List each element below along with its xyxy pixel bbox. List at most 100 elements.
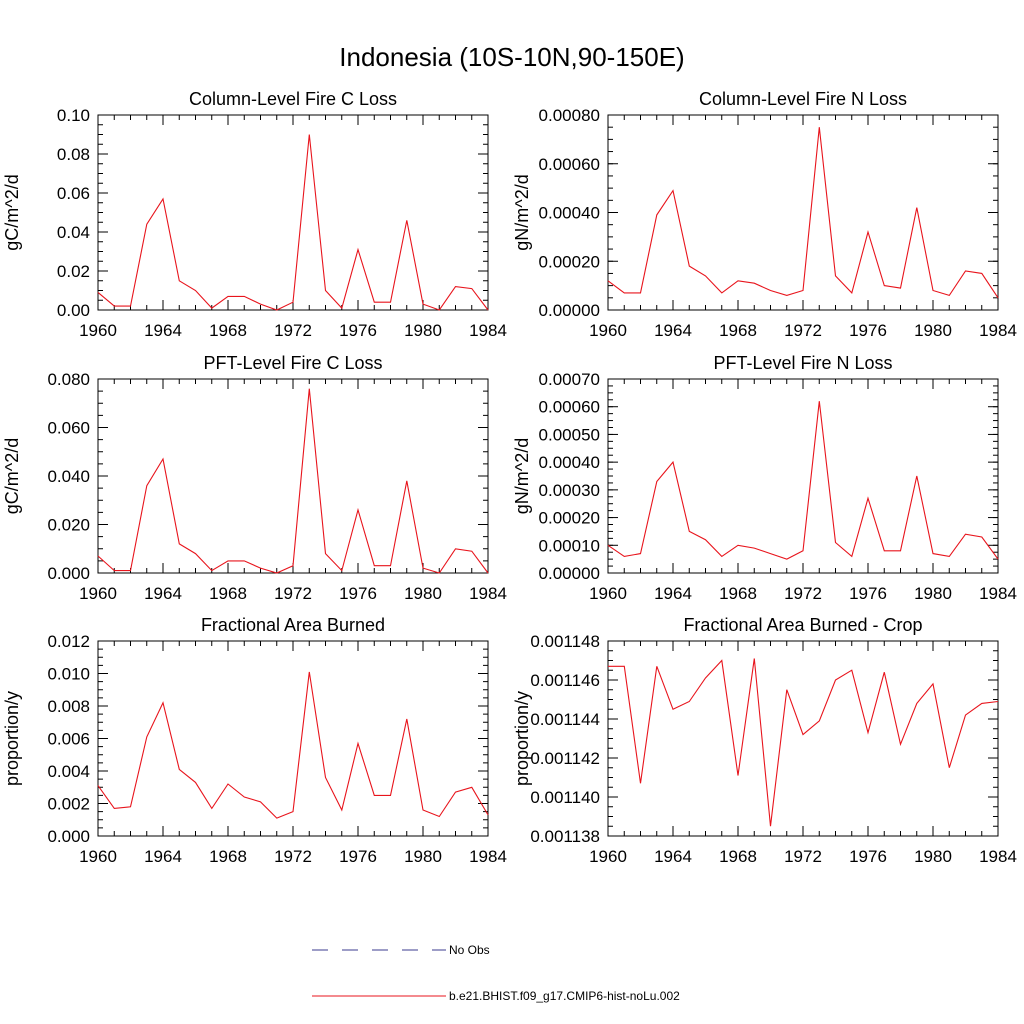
panel-title: Column-Level Fire C Loss: [189, 89, 397, 109]
series-line: [608, 658, 999, 827]
y-tick-label: 0.00070: [539, 370, 600, 389]
y-axis-label: gN/m^2/d: [512, 438, 532, 514]
x-tick-label: 1976: [339, 321, 377, 340]
y-tick-label: 0.00060: [539, 155, 600, 174]
y-tick-label: 0.000: [47, 827, 90, 846]
y-tick-label: 0.08: [57, 145, 90, 164]
x-tick-label: 1960: [589, 584, 627, 603]
panel-title: PFT-Level Fire N Loss: [713, 353, 892, 373]
legend: No Obs b.e21.BHIST.f09_g17.CMIP6-hist-no…: [312, 943, 680, 1003]
x-tick-label: 1984: [469, 584, 507, 603]
panel-title: Fractional Area Burned: [201, 615, 385, 635]
y-axis-label: gN/m^2/d: [512, 174, 532, 250]
x-tick-label: 1976: [849, 847, 887, 866]
y-tick-label: 0.001138: [530, 827, 600, 846]
y-tick-label: 0.00080: [539, 106, 600, 125]
plot-frame: [607, 114, 999, 311]
panel-title: Fractional Area Burned - Crop: [683, 615, 922, 635]
y-tick-label: 0.004: [47, 762, 90, 781]
x-tick-label: 1960: [589, 321, 627, 340]
y-tick-label: 0.020: [47, 516, 90, 535]
x-tick-label: 1976: [849, 321, 887, 340]
y-tick-label: 0.012: [47, 632, 90, 651]
series-line: [607, 401, 999, 560]
y-tick-label: 0.00000: [539, 301, 600, 320]
y-tick-label: 0.10: [57, 106, 90, 125]
x-tick-label: 1960: [79, 847, 117, 866]
x-tick-label: 1964: [144, 584, 182, 603]
plot-frame: [97, 640, 489, 837]
y-tick-label: 0.00: [57, 301, 90, 320]
y-tick-label: 0.060: [47, 419, 90, 438]
y-tick-label: 0.06: [57, 184, 90, 203]
panel-6: Fractional Area Burned - Crop proportion/…: [512, 615, 1017, 866]
x-tick-label: 1968: [209, 847, 247, 866]
y-tick-label: 0.00020: [539, 252, 600, 271]
series-line: [607, 127, 999, 299]
x-tick-label: 1960: [79, 584, 117, 603]
x-tick-label: 1984: [979, 847, 1017, 866]
series-line: [97, 388, 489, 574]
plot-frame: [607, 640, 999, 837]
legend-entry-model: b.e21.BHIST.f09_g17.CMIP6-hist-noLu.002: [312, 989, 680, 1003]
x-tick-label: 1980: [404, 847, 442, 866]
y-axis-label: proportion/y: [2, 691, 22, 786]
x-tick-label: 1984: [469, 847, 507, 866]
y-tick-label: 0.00010: [539, 536, 600, 555]
y-axis-label: gC/m^2/d: [2, 174, 22, 250]
x-tick-label: 1980: [914, 847, 952, 866]
panel-title: PFT-Level Fire C Loss: [203, 353, 382, 373]
y-tick-label: 0.00060: [539, 398, 600, 417]
x-tick-label: 1972: [784, 847, 822, 866]
y-tick-label: 0.00020: [539, 509, 600, 528]
x-tick-label: 1972: [274, 847, 312, 866]
legend-label-model: b.e21.BHIST.f09_g17.CMIP6-hist-noLu.002: [449, 989, 680, 1003]
panels: Column-Level Fire C Loss gC/m^2/d 1960 1964…: [2, 89, 1017, 866]
y-tick-label: 0.002: [47, 795, 90, 814]
figure-title: Indonesia (10S-10N,90-150E): [339, 42, 684, 72]
x-tick-label: 1964: [654, 321, 692, 340]
y-tick-label: 0.080: [47, 370, 90, 389]
x-tick-label: 1964: [144, 321, 182, 340]
series-line: [97, 134, 489, 311]
x-tick-label: 1984: [979, 584, 1017, 603]
panel-5: Fractional Area Burned proportion/y 1960 19…: [2, 615, 507, 866]
panel-1: Column-Level Fire C Loss gC/m^2/d 1960 1964…: [2, 89, 507, 340]
plot-frame: [97, 114, 489, 311]
x-tick-label: 1972: [274, 584, 312, 603]
y-tick-label: 0.001140: [530, 788, 600, 807]
y-tick-label: 0.00040: [539, 204, 600, 223]
y-axis-label: proportion/y: [512, 691, 532, 786]
y-tick-label: 0.006: [47, 730, 90, 749]
y-tick-label: 0.00000: [539, 564, 600, 583]
x-tick-label: 1960: [589, 847, 627, 866]
x-tick-label: 1972: [784, 321, 822, 340]
series-line: [97, 671, 489, 819]
legend-label-no-obs: No Obs: [449, 943, 490, 957]
y-tick-label: 0.008: [47, 697, 90, 716]
panel-title: Column-Level Fire N Loss: [699, 89, 907, 109]
y-tick-label: 0.040: [47, 467, 90, 486]
y-axis-label: gC/m^2/d: [2, 438, 22, 514]
plot-frame: [607, 378, 999, 574]
x-tick-label: 1968: [209, 584, 247, 603]
x-tick-label: 1976: [849, 584, 887, 603]
y-tick-label: 0.001144: [530, 710, 600, 729]
x-tick-label: 1980: [914, 321, 952, 340]
legend-entry-no-obs: No Obs: [312, 943, 490, 957]
x-tick-label: 1968: [719, 321, 757, 340]
x-tick-label: 1964: [144, 847, 182, 866]
y-tick-label: 0.04: [57, 223, 90, 242]
x-tick-label: 1964: [654, 847, 692, 866]
panel-4: PFT-Level Fire N Loss gN/m^2/d 1960 1964 196…: [512, 353, 1017, 603]
panel-2: Column-Level Fire N Loss gN/m^2/d 1960 1964…: [512, 89, 1017, 340]
y-tick-label: 0.00030: [539, 481, 600, 500]
x-tick-label: 1980: [404, 321, 442, 340]
x-tick-label: 1984: [469, 321, 507, 340]
y-tick-label: 0.02: [57, 262, 90, 281]
plot-frame: [97, 378, 489, 574]
x-tick-label: 1968: [719, 584, 757, 603]
y-tick-label: 0.000: [47, 564, 90, 583]
x-tick-label: 1968: [209, 321, 247, 340]
y-tick-label: 0.001146: [530, 671, 600, 690]
